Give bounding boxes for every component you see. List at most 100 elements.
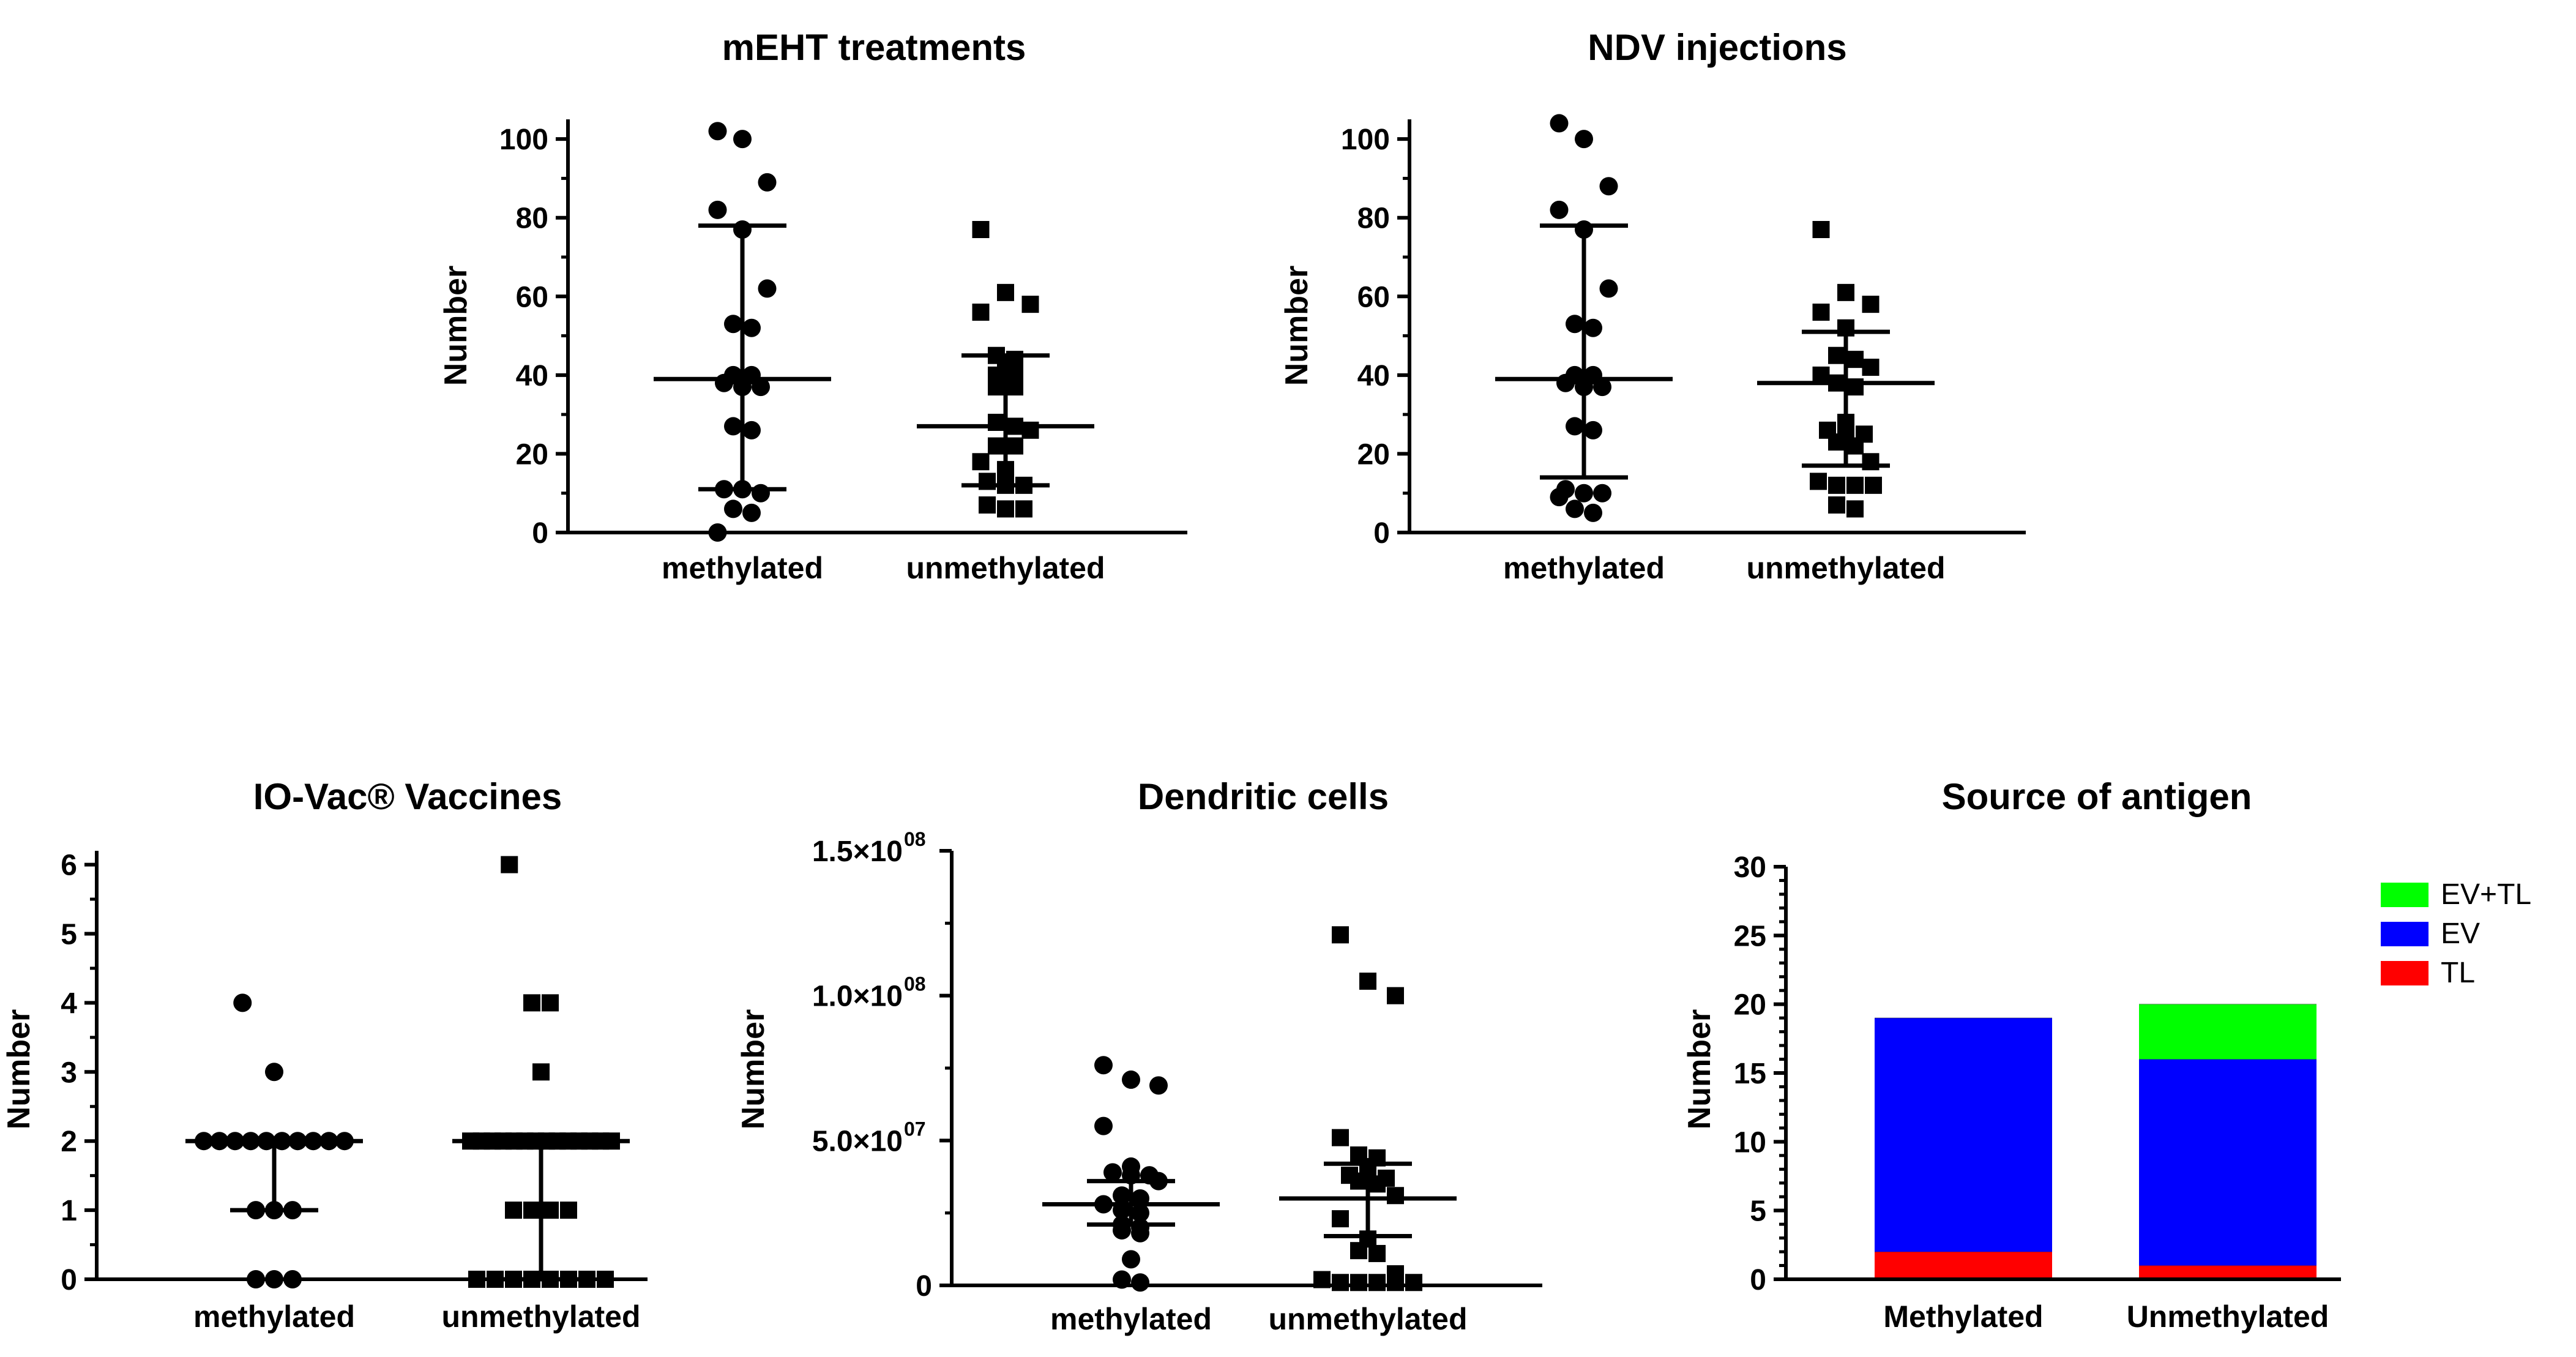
meht-category-label: methylated xyxy=(662,551,823,585)
ndv-point-unmethylated xyxy=(1846,500,1864,518)
dc-point-methylated xyxy=(1103,1163,1122,1182)
meht-point-unmethylated xyxy=(997,500,1014,518)
meht-y-tick-label: 100 xyxy=(499,124,548,156)
antigen-y-tick-label: 25 xyxy=(1734,920,1766,952)
iovac-y-tick-label: 2 xyxy=(61,1126,77,1158)
ndv-point-methylated xyxy=(1584,503,1602,522)
dc-y-tick-label: 1.5×10 xyxy=(812,836,903,868)
ndv-point-methylated xyxy=(1550,114,1569,133)
dc-point-methylated xyxy=(1113,1270,1131,1289)
iovac-point-unmethylated xyxy=(523,1202,540,1219)
meht-point-unmethylated xyxy=(972,221,990,238)
antigen-bar-EV+TL-Unmethylated xyxy=(2139,1004,2317,1060)
ndv-y-tick-label: 0 xyxy=(1373,517,1390,550)
dc-point-methylated xyxy=(1122,1250,1140,1269)
meht-y-tick-label: 20 xyxy=(516,438,548,471)
antigen-bar-EV-Unmethylated xyxy=(2139,1059,2317,1266)
ndv-point-methylated xyxy=(1566,499,1584,518)
antigen-legend-label-EV: EV xyxy=(2441,918,2480,950)
ndv-point-methylated xyxy=(1566,417,1584,436)
dc-point-unmethylated xyxy=(1332,1274,1349,1292)
antigen-y-tick-label: 30 xyxy=(1734,851,1766,884)
ndv-point-unmethylated xyxy=(1810,473,1827,490)
ndv-point-methylated xyxy=(1550,200,1569,219)
ndv-point-methylated xyxy=(1575,484,1593,503)
iovac-point-unmethylated xyxy=(542,1202,559,1219)
antigen-legend-swatch-EV+TL xyxy=(2381,883,2429,907)
iovac-point-methylated xyxy=(265,1270,283,1288)
antigen-legend-swatch-EV xyxy=(2381,922,2429,946)
ndv-y-tick-label: 80 xyxy=(1357,203,1390,235)
meht-point-unmethylated xyxy=(972,453,990,471)
dc-point-unmethylated xyxy=(1332,1210,1349,1228)
dc-category-label: unmethylated xyxy=(1268,1302,1467,1336)
iovac-point-unmethylated xyxy=(560,1202,577,1219)
ndv-y-tick-label: 40 xyxy=(1357,360,1390,392)
dc-y-label: Number xyxy=(736,1009,771,1129)
ndv-point-unmethylated xyxy=(1837,283,1854,301)
iovac-y-tick-label: 4 xyxy=(61,987,77,1020)
dc-point-methylated xyxy=(1094,1056,1113,1075)
ndv-point-unmethylated xyxy=(1828,476,1845,494)
ndv-point-unmethylated xyxy=(1865,476,1882,494)
meht-point-methylated xyxy=(715,373,733,392)
dc-y-tick-label: 5.0×10 xyxy=(812,1125,903,1157)
meht-point-methylated xyxy=(752,484,770,503)
ndv-point-methylated xyxy=(1584,318,1602,337)
ndv-point-unmethylated xyxy=(1812,304,1830,321)
iovac-point-methylated xyxy=(233,993,252,1012)
antigen-category-label: Methylated xyxy=(1883,1299,2043,1334)
antigen-legend-swatch-TL xyxy=(2381,961,2429,985)
meht-point-methylated xyxy=(708,200,727,219)
antigen-title: Source of antigen xyxy=(1942,776,2252,817)
antigen-y-tick-label: 15 xyxy=(1734,1058,1766,1090)
meht-category-label: unmethylated xyxy=(906,551,1105,585)
ndv-point-unmethylated xyxy=(1812,366,1830,384)
meht-y-tick-label: 60 xyxy=(516,281,548,313)
ndv-point-methylated xyxy=(1584,421,1602,439)
dc-point-unmethylated xyxy=(1387,987,1404,1004)
ndv-point-methylated xyxy=(1550,488,1569,507)
dc-point-unmethylated xyxy=(1350,1172,1367,1190)
dc-point-methylated xyxy=(1131,1273,1149,1292)
dc-point-unmethylated xyxy=(1350,1242,1367,1260)
ndv-point-unmethylated xyxy=(1828,433,1845,451)
meht-point-methylated xyxy=(758,173,777,192)
iovac-point-methylated xyxy=(247,1270,265,1288)
dc-y-tick-exponent: 07 xyxy=(904,1118,926,1140)
dc-point-methylated xyxy=(1113,1186,1131,1205)
ndv-category-label: methylated xyxy=(1503,551,1665,585)
ndv-point-methylated xyxy=(1556,373,1575,392)
antigen-legend-label-TL: TL xyxy=(2441,957,2475,989)
iovac-point-methylated xyxy=(283,1270,302,1288)
iovac-y-label: Number xyxy=(1,1009,37,1129)
dc-y-tick-exponent: 08 xyxy=(904,828,926,850)
dc-point-unmethylated xyxy=(1332,926,1349,944)
iovac-y-tick-label: 3 xyxy=(61,1056,77,1089)
meht-point-unmethylated xyxy=(1021,296,1039,313)
dc-y-tick-label: 0 xyxy=(916,1270,932,1303)
iovac-point-unmethylated xyxy=(505,1202,522,1219)
dc-point-unmethylated xyxy=(1359,973,1376,990)
dc-category-label: methylated xyxy=(1050,1302,1212,1336)
iovac-point-methylated xyxy=(265,1063,283,1082)
meht-y-label: Number xyxy=(438,266,474,386)
dc-point-unmethylated xyxy=(1387,1274,1404,1292)
dc-point-methylated xyxy=(1094,1116,1113,1135)
iovac-point-unmethylated xyxy=(523,994,540,1012)
dc-point-methylated xyxy=(1131,1203,1149,1222)
meht-point-methylated xyxy=(742,318,761,337)
iovac-point-unmethylated xyxy=(532,1063,550,1081)
dc-point-unmethylated xyxy=(1368,1274,1386,1292)
antigen-y-tick-label: 20 xyxy=(1734,989,1766,1022)
ndv-point-unmethylated xyxy=(1828,496,1845,514)
ndv-point-methylated xyxy=(1599,279,1618,298)
ndv-point-unmethylated xyxy=(1862,296,1880,313)
antigen-category-label: Unmethylated xyxy=(2127,1299,2329,1334)
ndv-point-methylated xyxy=(1593,484,1611,503)
ndv-point-unmethylated xyxy=(1846,476,1864,494)
antigen-y-tick-label: 0 xyxy=(1750,1264,1766,1296)
antigen-legend-label-EV+TL: EV+TL xyxy=(2441,878,2531,911)
antigen-y-tick-label: 10 xyxy=(1734,1126,1766,1159)
